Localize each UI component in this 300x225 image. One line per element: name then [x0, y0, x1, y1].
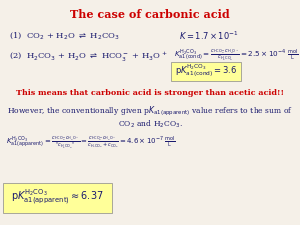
Text: The case of carbonic acid: The case of carbonic acid — [70, 9, 230, 20]
FancyBboxPatch shape — [3, 183, 112, 213]
Text: (1)  CO$_2$ + H$_2$O $\rightleftharpoons$ H$_2$CO$_3$: (1) CO$_2$ + H$_2$O $\rightleftharpoons$… — [9, 30, 120, 41]
Text: $K_{\mathrm{a1(cond)}}^{\mathrm{H_2CO_3}}$$= \frac{c_{\mathrm{HCO_3^-}}c_{\mathr: $K_{\mathrm{a1(cond)}}^{\mathrm{H_2CO_3}… — [173, 47, 298, 63]
Text: $\mathrm{p}K_{\mathrm{a1(cond)}}^{\mathrm{H_2CO_3}} = 3.6$: $\mathrm{p}K_{\mathrm{a1(cond)}}^{\mathr… — [175, 63, 237, 80]
Text: However, the conventionally given p$K_{\mathrm{a1(apparent)}}$ value refers to t: However, the conventionally given p$K_{\… — [7, 105, 293, 118]
Text: (2)  H$_2$CO$_3$ + H$_2$O $\rightleftharpoons$ HCO$_3^-$ + H$_3$O$^+$: (2) H$_2$CO$_3$ + H$_2$O $\rightleftharp… — [9, 50, 167, 64]
FancyBboxPatch shape — [171, 62, 241, 81]
Text: $K_{\mathrm{a1(apparent)}}^{\mathrm{H_2CO_3}}$$= \frac{c_{\mathrm{HCO_3^-}}c_{\m: $K_{\mathrm{a1(apparent)}}^{\mathrm{H_2C… — [6, 135, 176, 151]
Text: This means that carbonic acid is stronger than acetic acid!!: This means that carbonic acid is stronge… — [16, 89, 284, 97]
Text: $K = 1.7\times10^{-1}$: $K = 1.7\times10^{-1}$ — [179, 30, 239, 42]
Text: CO$_2$ and H$_2$CO$_3$.: CO$_2$ and H$_2$CO$_3$. — [118, 118, 182, 130]
Text: $\mathrm{p}K_{\mathrm{a1(apparent)}}^{\mathrm{H_2CO_3}} \approx 6.37$: $\mathrm{p}K_{\mathrm{a1(apparent)}}^{\m… — [11, 188, 104, 207]
